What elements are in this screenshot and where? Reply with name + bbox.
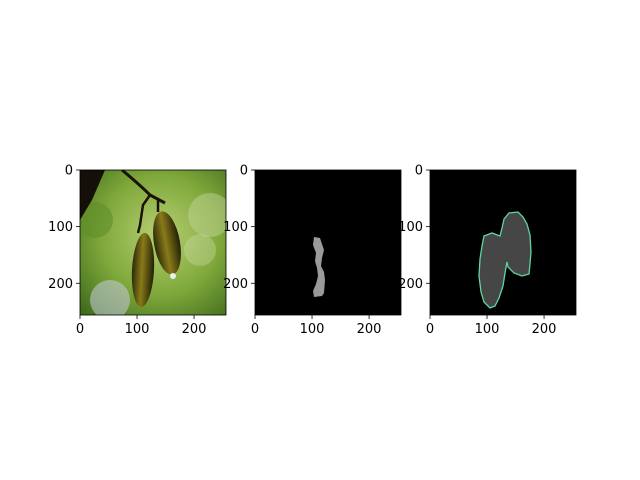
x-tick-label: 200 [182,322,207,337]
photo-axes-frame [79,169,227,316]
panel-photo: 0 100 200 0 100 200 [48,164,227,338]
y-tick-label: 200 [398,277,423,292]
x-tick-label: 100 [475,322,500,337]
y-tick-label: 100 [48,220,73,235]
panel-mask-small: 0 100 200 0 100 200 [223,164,402,338]
x-tick-label: 0 [426,322,434,337]
y-tick-label: 100 [398,220,423,235]
mask-large-ticks: 0 100 200 0 100 200 [398,164,556,338]
photo-ticks: 0 100 200 0 100 200 [48,164,206,338]
mask-large-axes-frame [429,169,577,316]
y-tick-label: 200 [48,277,73,292]
photo-image [80,170,226,315]
mask-large-image [430,170,576,315]
x-tick-label: 100 [125,322,150,337]
mask-small-ticks: 0 100 200 0 100 200 [223,164,381,338]
x-tick-label: 200 [357,322,382,337]
y-tick-label: 0 [240,164,248,179]
x-tick-label: 0 [251,322,259,337]
x-tick-label: 100 [300,322,325,337]
y-tick-label: 100 [223,220,248,235]
mask-small-axes-frame [254,169,402,316]
mask-small-image [255,170,401,315]
x-tick-label: 0 [76,322,84,337]
y-tick-label: 0 [65,164,73,179]
y-tick-label: 200 [223,277,248,292]
x-tick-label: 200 [532,322,557,337]
panel-mask-large: 0 100 200 0 100 200 [398,164,577,338]
y-tick-label: 0 [415,164,423,179]
